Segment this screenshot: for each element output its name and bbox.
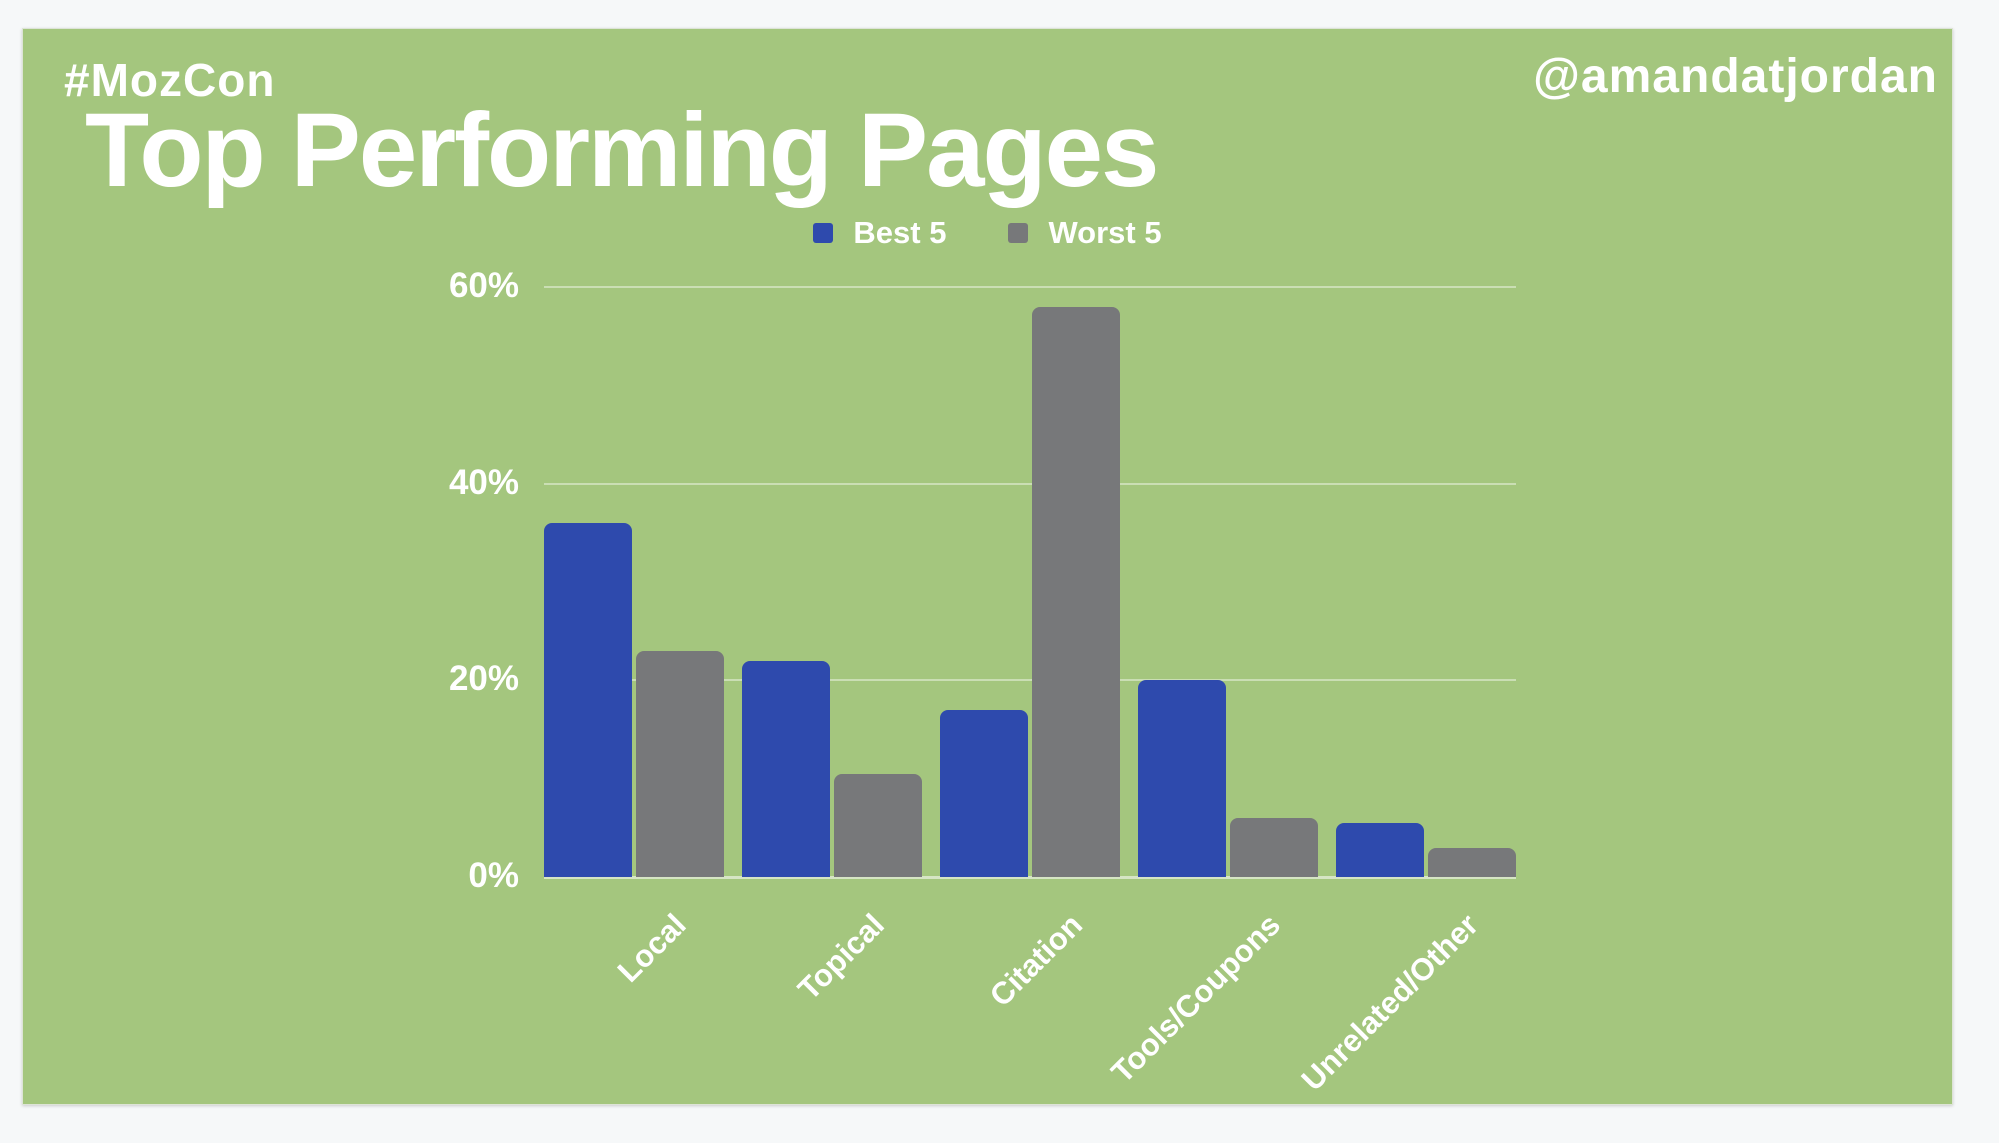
- legend-swatch-worst-5: [1008, 223, 1029, 243]
- gridline-40%: [544, 482, 1516, 485]
- legend-swatch-best-5: [813, 223, 834, 243]
- x-axis-label-tools-coupons: Tools/Coupons: [1104, 907, 1287, 1090]
- bar-worst-5-tools-coupons: [1230, 818, 1318, 877]
- bars-row: Local Topical Citation Tools/Coupons Unrelat…: [544, 287, 1516, 1097]
- x-axis-label-topical: Topical: [790, 907, 891, 1007]
- x-axis-label-citation: Citation: [982, 907, 1089, 1014]
- legend-item-best-5: Best 5: [813, 215, 946, 251]
- gridline-60%: [544, 286, 1516, 288]
- gridline-20%: [544, 679, 1516, 682]
- slide-title: Top Performing Pages: [85, 92, 1159, 209]
- y-axis-tick-label-0: 0%: [468, 856, 519, 895]
- x-axis-label-local: Local: [610, 907, 693, 990]
- bar-worst-5-unrelated-other: [1428, 847, 1516, 877]
- legend-label-worst-5: Worst 5: [1048, 215, 1162, 250]
- bar-group-unrelated-other: Unrelated/Other: [1294, 287, 1516, 1097]
- bar-group-citation: Citation: [940, 287, 1120, 1013]
- legend-item-worst-5: Worst 5: [1008, 215, 1162, 251]
- chart-legend: Best 5 Worst 5: [23, 215, 1952, 251]
- bar-group-topical: Topical: [742, 287, 922, 1007]
- bar-best-5-topical: [742, 660, 830, 877]
- legend-label-best-5: Best 5: [853, 215, 947, 250]
- bar-best-5-citation: [940, 709, 1028, 877]
- bar-chart-plot-area: 0% 20% 40% 60% Local Topical Citation Tools/Cou…: [449, 266, 1516, 1097]
- bar-best-5-local: [544, 523, 632, 877]
- bar-group-local: Local: [544, 287, 724, 989]
- bar-worst-5-topical: [834, 773, 922, 877]
- bar-worst-5-local: [636, 650, 724, 877]
- bar-group-tools-coupons: Tools/Coupons: [1104, 287, 1318, 1090]
- bar-best-5-tools-coupons: [1138, 680, 1226, 877]
- hashtag-label: #MozCon: [64, 54, 276, 106]
- x-axis-label-unrelated-other: Unrelated/Other: [1294, 907, 1485, 1098]
- y-axis-tick-label-20: 20%: [448, 659, 519, 699]
- y-axis-tick-label-40: 40%: [448, 462, 519, 502]
- x-axis-line: [544, 876, 1516, 879]
- bar-worst-5-citation: [1032, 306, 1120, 877]
- presentation-slide: #MozCon @amandatjordan Top Performing Pa…: [22, 28, 1953, 1105]
- twitter-handle: @amandatjordan: [1533, 50, 1938, 103]
- y-axis-tick-label-60: 60%: [448, 266, 519, 305]
- bar-best-5-unrelated-other: [1336, 822, 1424, 877]
